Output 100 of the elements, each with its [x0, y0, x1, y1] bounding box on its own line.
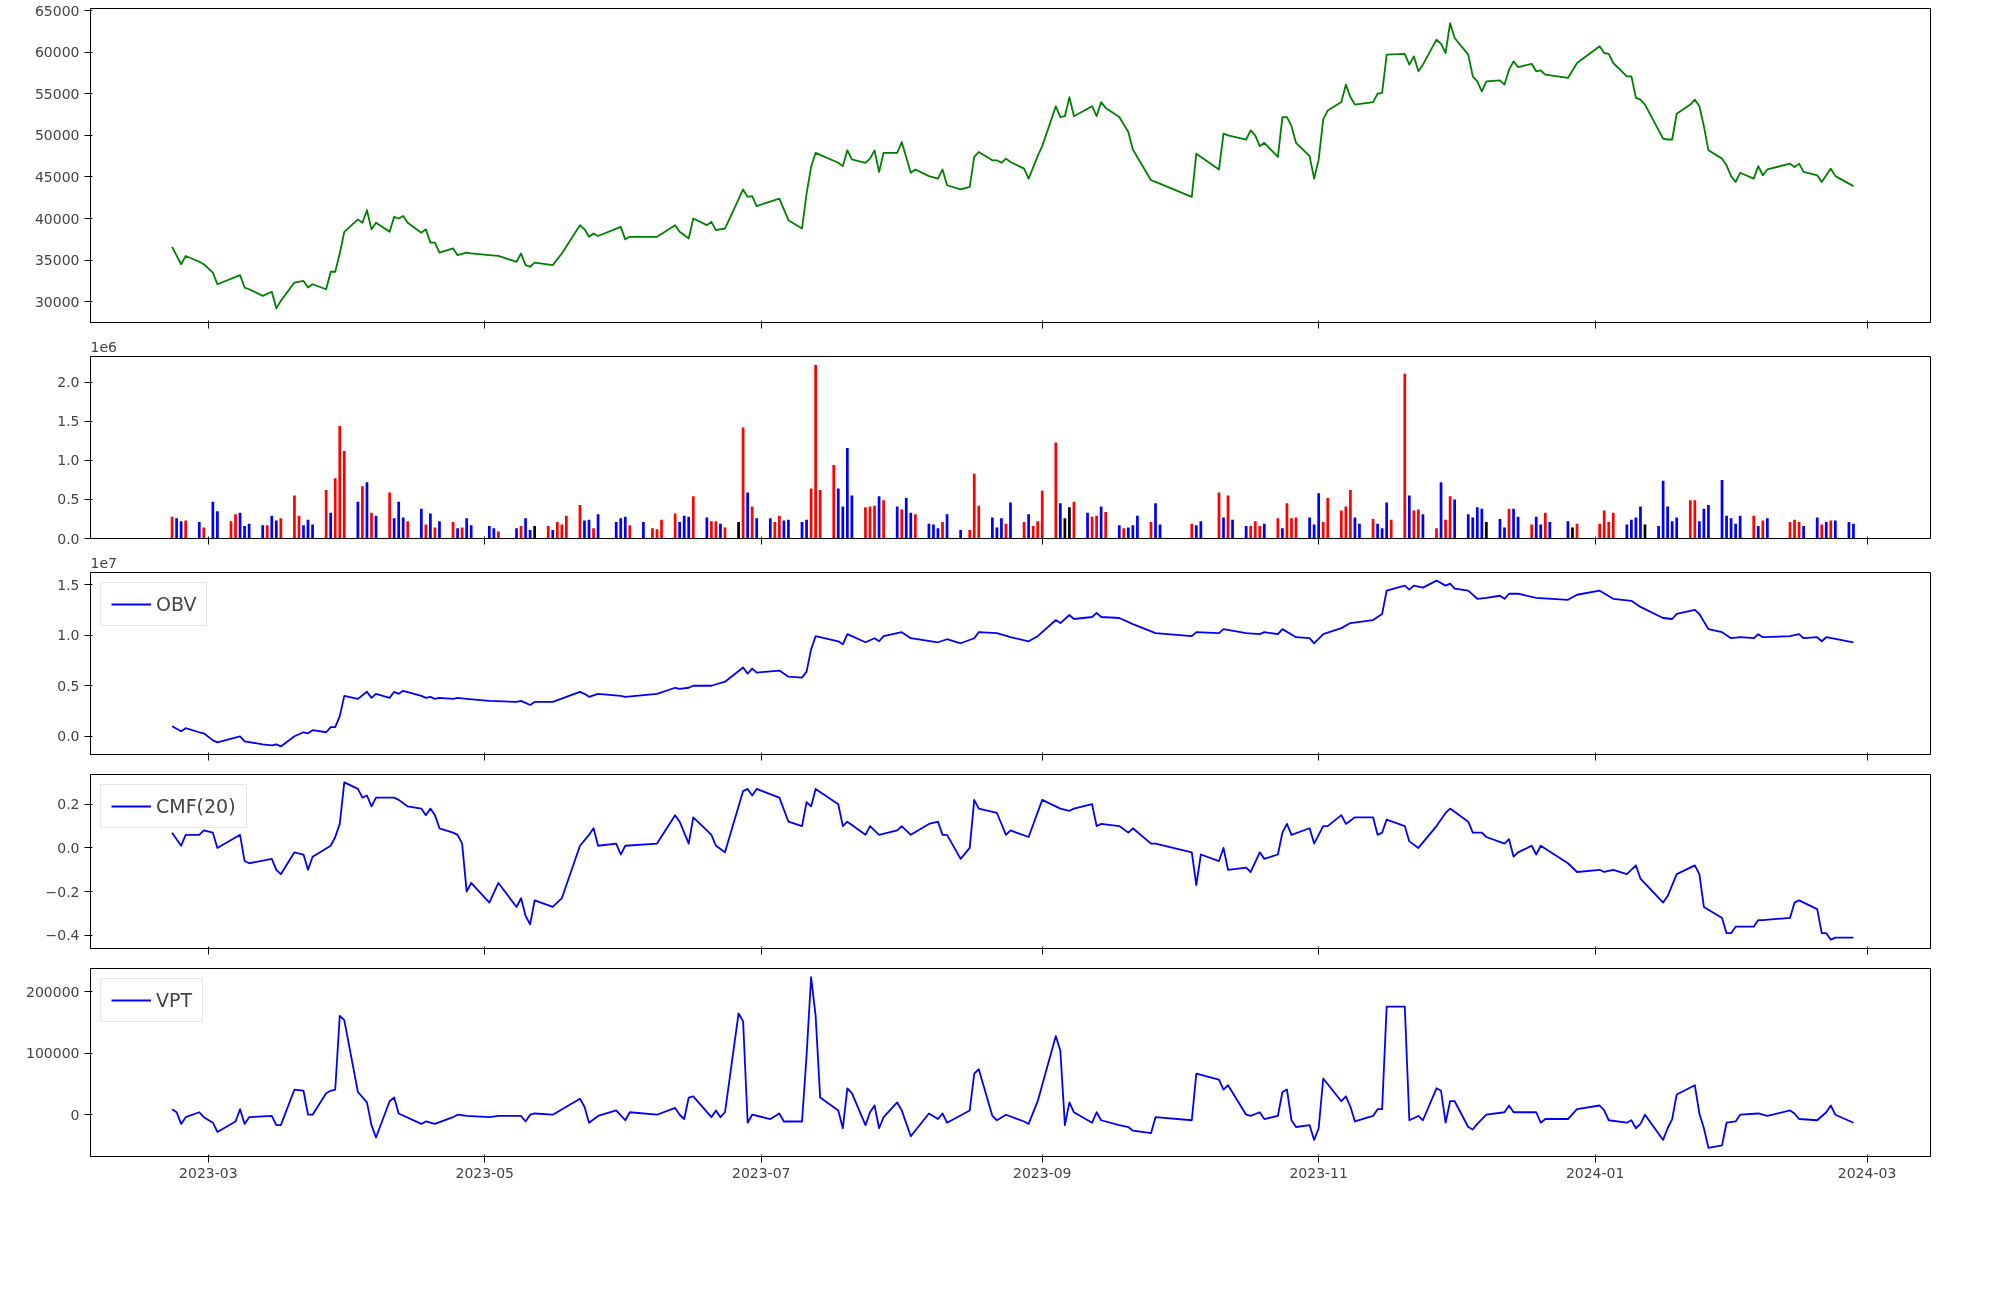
bar [1376, 523, 1379, 539]
bar [750, 506, 754, 539]
bar [1852, 523, 1855, 539]
bar [202, 527, 206, 539]
bar [1104, 511, 1108, 539]
bar [1349, 490, 1352, 539]
bar [710, 521, 713, 539]
bar [401, 517, 405, 539]
y-tick-label: 1.0 [57, 627, 80, 644]
y-tick-label: 0.5 [57, 677, 80, 694]
bar [1417, 509, 1420, 539]
y-tick-label: 35000 [34, 252, 80, 269]
bar [678, 522, 682, 539]
y-tick-label: 50000 [34, 127, 80, 144]
bar [429, 513, 432, 539]
x-tick-label: 2024-03 [1837, 1164, 1897, 1181]
bar [1639, 506, 1642, 539]
bar [614, 522, 618, 539]
bar [628, 525, 632, 539]
bar [492, 528, 496, 539]
bar [361, 486, 364, 539]
y-tick-label: −0.4 [45, 927, 80, 944]
bar [370, 512, 373, 539]
bar [864, 507, 867, 539]
bar [845, 447, 849, 539]
bar [1466, 514, 1470, 539]
bar [1666, 506, 1669, 539]
bar [515, 528, 518, 539]
y-tick-label: 0.5 [57, 491, 80, 508]
bar [1707, 504, 1710, 539]
x-tick-label: 2023-05 [455, 1164, 515, 1181]
bar [456, 528, 459, 539]
bar [1253, 521, 1257, 539]
bar [1833, 520, 1837, 539]
bar [778, 515, 781, 539]
bar [1630, 519, 1633, 539]
bar [497, 531, 500, 539]
bar [642, 522, 645, 539]
bar [1040, 490, 1044, 539]
bar [1231, 519, 1234, 539]
bar [1503, 527, 1506, 539]
bar [1099, 506, 1103, 539]
bar [293, 495, 296, 539]
y-tick-label: 1.5 [57, 576, 80, 593]
y-tick-label: 0 [70, 1106, 80, 1123]
text: 1e6 [90, 338, 118, 355]
bar [1412, 510, 1416, 539]
bar [1625, 524, 1629, 539]
bar [438, 521, 441, 539]
bar [805, 519, 808, 539]
bar [1358, 523, 1361, 539]
bar [682, 515, 686, 539]
bar [1829, 520, 1833, 539]
bar [832, 465, 836, 539]
bar [972, 473, 976, 539]
y-tick-label: 55000 [34, 85, 80, 102]
bar [465, 518, 469, 539]
bar [1820, 524, 1824, 539]
bar [619, 518, 623, 539]
bar [1009, 502, 1012, 539]
bar [342, 451, 346, 539]
bar [1222, 517, 1225, 539]
bar [904, 497, 908, 539]
bar [1326, 497, 1330, 539]
bar [1761, 520, 1765, 539]
bar [1453, 499, 1456, 539]
bar [338, 426, 342, 539]
bar [1036, 521, 1040, 539]
bar [1512, 508, 1515, 539]
bar [270, 515, 274, 539]
y-tick-label: 0.0 [57, 839, 80, 856]
bar [311, 524, 314, 539]
legend-label: CMF(20) [156, 795, 236, 817]
bar [302, 525, 305, 539]
bar [1058, 503, 1062, 539]
bar [234, 514, 237, 539]
bar [1190, 523, 1194, 539]
bar [1688, 500, 1692, 539]
bar [968, 529, 972, 539]
y-tick-label: 0.0 [57, 728, 80, 745]
bar [1122, 528, 1126, 539]
x-tick-label: 2023-11 [1289, 1164, 1348, 1181]
bar [184, 520, 188, 539]
bar [175, 518, 178, 539]
bar [1281, 528, 1284, 539]
bar [406, 521, 410, 539]
bar [1244, 526, 1248, 539]
bar [265, 525, 269, 539]
bar [1194, 525, 1198, 539]
legend-label: OBV [156, 593, 197, 615]
x-tick-label: 2024-01 [1565, 1164, 1625, 1181]
bar [873, 505, 876, 539]
bar [274, 520, 278, 539]
bar [397, 501, 401, 539]
x-tick-label: 2023-09 [1012, 1164, 1072, 1181]
y-tick-label: 1.0 [57, 452, 80, 469]
bar [1815, 517, 1819, 539]
bar [329, 512, 333, 539]
bar [560, 524, 564, 539]
bar [1389, 519, 1393, 539]
